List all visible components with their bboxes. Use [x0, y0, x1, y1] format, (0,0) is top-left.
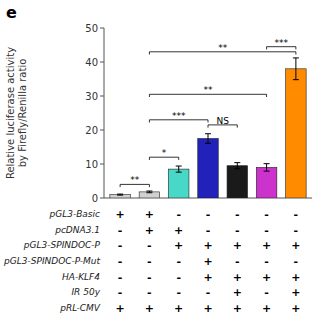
error-bar	[205, 134, 211, 144]
condition-value: -	[176, 208, 181, 221]
tick-label: 40	[85, 57, 98, 68]
significance-label: *	[162, 148, 167, 158]
condition-value: +	[203, 239, 212, 252]
y-axis: 0 10 20 30 40 50	[85, 23, 312, 204]
condition-value: +	[203, 302, 212, 315]
condition-value: +	[262, 271, 271, 284]
condition-value: -	[147, 271, 152, 284]
condition-value: +	[262, 239, 271, 252]
condition-value: -	[176, 271, 181, 284]
condition-value: +	[233, 286, 242, 299]
condition-value: -	[264, 286, 269, 299]
bar	[198, 139, 219, 199]
tick-label: 30	[85, 91, 98, 102]
condition-value: -	[176, 255, 181, 268]
condition-value: -	[147, 255, 152, 268]
condition-value: -	[147, 286, 152, 299]
condition-value: +	[262, 302, 271, 315]
significance-label: **	[130, 175, 140, 185]
error-bar	[293, 58, 299, 80]
tick-label: 50	[85, 23, 98, 34]
chart: e Relative luciferase activityby Firefly/…	[0, 0, 320, 320]
condition-name: pGL3-SPINDOC-P-Mut	[3, 256, 100, 266]
condition-value: -	[206, 286, 211, 299]
condition-value: +	[116, 302, 125, 315]
condition-value: +	[291, 271, 300, 284]
condition-value: -	[264, 208, 269, 221]
tick-label: 10	[85, 159, 98, 170]
condition-name: pcDNA3.1	[54, 225, 100, 235]
condition-name: IR 50y	[71, 287, 100, 297]
condition-value: -	[176, 286, 181, 299]
condition-value: -	[118, 224, 123, 237]
bar	[256, 167, 277, 198]
condition-value: -	[294, 224, 299, 237]
condition-value: -	[264, 255, 269, 268]
condition-value: -	[206, 224, 211, 237]
bar	[110, 195, 131, 198]
condition-value: -	[118, 286, 123, 299]
tick	[100, 198, 104, 199]
y-axis-label: Relative luciferase activityby Firefly/R…	[5, 47, 28, 179]
condition-value: -	[235, 224, 240, 237]
significance: ******NS*******	[120, 38, 296, 187]
condition-value: -	[235, 208, 240, 221]
error-bar	[176, 166, 182, 172]
condition-value: -	[118, 255, 123, 268]
error-bar	[234, 163, 240, 169]
tick	[100, 28, 104, 29]
condition-name: pRL-CMV	[59, 303, 101, 313]
condition-value: +	[233, 302, 242, 315]
condition-value: +	[174, 239, 183, 252]
condition-name: pGL3-Basic	[48, 209, 100, 219]
bar	[227, 166, 248, 198]
bar	[286, 69, 307, 198]
condition-name: HA-KLF4	[62, 272, 100, 282]
condition-value: -	[206, 208, 211, 221]
title: e	[6, 3, 17, 22]
tick-label: 0	[92, 193, 98, 204]
condition-value: +	[233, 239, 242, 252]
condition-value: -	[118, 271, 123, 284]
condition-value: +	[203, 255, 212, 268]
axis-line	[104, 28, 105, 198]
condition-value: -	[147, 239, 152, 252]
condition-value: +	[174, 302, 183, 315]
condition-value: +	[116, 208, 125, 221]
tick	[100, 96, 104, 97]
bar	[168, 169, 189, 198]
error-bar	[146, 191, 152, 193]
condition-value: +	[145, 224, 154, 237]
bar	[139, 192, 160, 198]
condition-value: +	[291, 302, 300, 315]
condition-value: +	[203, 271, 212, 284]
tick	[100, 130, 104, 131]
condition-value: -	[235, 255, 240, 268]
error-bar	[117, 194, 123, 195]
tick	[100, 164, 104, 165]
significance-label: ***	[274, 38, 288, 48]
tick-label: 20	[85, 125, 98, 136]
condition-value: +	[174, 224, 183, 237]
error-bar	[264, 164, 270, 171]
condition-name: pGL3-SPINDOC-P	[23, 240, 101, 250]
condition-value: -	[118, 239, 123, 252]
condition-value: -	[264, 224, 269, 237]
condition-value: +	[145, 208, 154, 221]
tick	[100, 62, 104, 63]
condition-value: +	[145, 302, 154, 315]
condition-value: -	[294, 255, 299, 268]
condition-value: +	[233, 271, 242, 284]
significance-label: **	[204, 85, 214, 95]
bars	[110, 58, 306, 198]
significance-label: NS	[216, 116, 229, 126]
conditions-table: pGL3-Basic + + - - - - - pcDNA3.1 - + + - - - - pGL3-SPI…	[3, 208, 300, 315]
condition-value: +	[291, 239, 300, 252]
condition-value: -	[294, 208, 299, 221]
significance-label: ***	[172, 111, 186, 121]
significance-label: **	[218, 43, 228, 53]
condition-value: +	[291, 286, 300, 299]
